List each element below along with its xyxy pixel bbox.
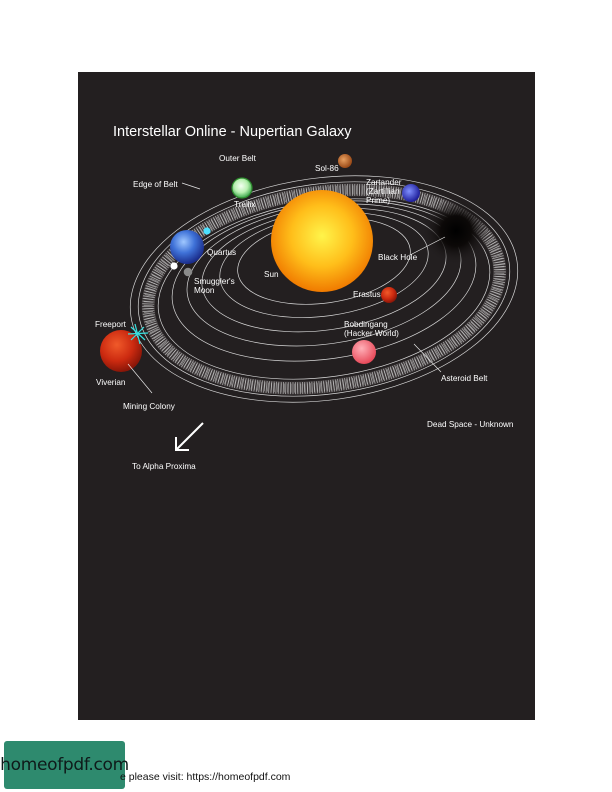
label-trellix: Trellix [234,200,256,209]
label-sun: Sun [264,270,279,279]
label-zartander-line2: (Zartillian [366,187,400,196]
planet-quartus [170,230,204,264]
map-title: Interstellar Online - Nupertian Galaxy [113,124,352,140]
label-erastus: Erastus [353,290,381,299]
moon-quartus-small [203,227,211,235]
label-bobdingang-line1: Bobdingang [344,320,388,329]
arrow-icon [175,422,204,451]
label-freeport: Freeport [95,320,127,329]
planet-viverian [100,330,142,372]
outer-orbit [129,175,519,403]
label-viverian: Viverian [96,378,126,387]
smugglers-moon [183,267,193,277]
black-hole [422,197,490,265]
belt-edge-orbit [137,181,511,397]
label-mining-colony: Mining Colony [123,402,176,411]
planet-erastus [381,287,397,303]
label-dead-space: Dead Space - Unknown [427,420,514,429]
galaxy-map: Interstellar Online - Nupertian Galaxy [95,124,519,471]
label-asteroid-belt: Asteroid Belt [441,374,488,383]
label-to-alpha-proxima: To Alpha Proxima [132,462,196,471]
logo-text: homeofpdf.com [0,755,129,775]
label-zartander-line1: Zartander [366,178,402,187]
label-bobdingang-line2: (Hacker World) [344,329,399,338]
planet-zartander [402,184,420,202]
homeofpdf-logo[interactable]: homeofpdf.com [0,741,129,789]
label-edge-of-belt: Edge of Belt [133,180,178,189]
moon-quartus-white [170,262,178,270]
label-zartander-line3: Prime) [366,196,390,205]
map-labels: Outer Belt Sol-86 Edge of Belt Zartander… [95,154,514,471]
planet-trellix [231,177,253,199]
label-smugglers-moon-line1: Smuggler's [194,277,235,286]
label-leaders [127,182,446,394]
label-quartus: Quartus [207,248,236,257]
label-smugglers-moon-line2: Moon [194,286,215,295]
label-outer-belt: Outer Belt [219,154,257,163]
galaxy-map-panel: Interstellar Online - Nupertian Galaxy [78,72,535,720]
planet-sol-86 [338,154,352,168]
sun [271,190,373,292]
planet-bobdingang [352,340,376,364]
freeport-station-icon [127,323,149,345]
footer-text: e please visit: https://homeofpdf.com [120,771,291,783]
label-black-hole: Black Hole [378,253,418,262]
label-sol-86: Sol-86 [315,164,339,173]
